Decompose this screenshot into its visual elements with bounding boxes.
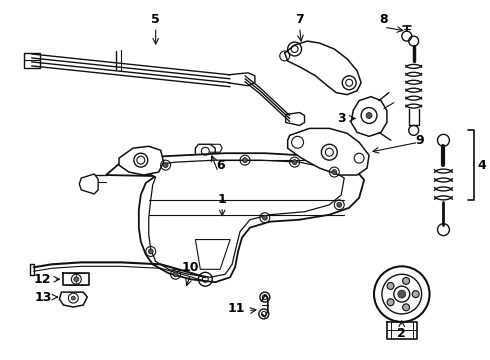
Text: 4: 4 bbox=[478, 159, 487, 172]
Text: 7: 7 bbox=[295, 13, 304, 26]
Text: 1: 1 bbox=[218, 193, 226, 206]
Circle shape bbox=[387, 299, 394, 306]
Circle shape bbox=[72, 296, 75, 300]
Text: 6: 6 bbox=[216, 159, 224, 172]
Circle shape bbox=[337, 202, 342, 207]
Circle shape bbox=[398, 290, 406, 298]
Polygon shape bbox=[196, 239, 230, 269]
Polygon shape bbox=[288, 129, 369, 175]
Polygon shape bbox=[59, 292, 87, 307]
Text: 5: 5 bbox=[151, 13, 160, 26]
Polygon shape bbox=[196, 144, 215, 159]
Circle shape bbox=[292, 159, 297, 165]
Text: 13: 13 bbox=[34, 291, 51, 303]
Circle shape bbox=[74, 277, 79, 282]
Circle shape bbox=[262, 215, 268, 220]
Text: 3: 3 bbox=[337, 112, 345, 125]
Polygon shape bbox=[351, 96, 387, 136]
Polygon shape bbox=[119, 146, 164, 175]
Polygon shape bbox=[106, 153, 364, 282]
Text: 8: 8 bbox=[380, 13, 388, 26]
Text: 2: 2 bbox=[397, 327, 406, 340]
Circle shape bbox=[387, 283, 394, 289]
Polygon shape bbox=[79, 174, 98, 194]
Circle shape bbox=[412, 291, 419, 298]
Text: 10: 10 bbox=[182, 261, 199, 274]
Circle shape bbox=[332, 170, 337, 175]
Circle shape bbox=[243, 158, 247, 163]
Text: 11: 11 bbox=[227, 302, 245, 315]
Polygon shape bbox=[285, 41, 361, 95]
Text: 12: 12 bbox=[34, 273, 51, 286]
Polygon shape bbox=[146, 160, 344, 277]
Text: 9: 9 bbox=[415, 134, 424, 147]
Circle shape bbox=[163, 163, 168, 168]
Circle shape bbox=[366, 113, 372, 118]
Circle shape bbox=[148, 249, 153, 254]
Circle shape bbox=[173, 272, 178, 277]
Circle shape bbox=[403, 278, 410, 284]
Circle shape bbox=[403, 304, 410, 311]
